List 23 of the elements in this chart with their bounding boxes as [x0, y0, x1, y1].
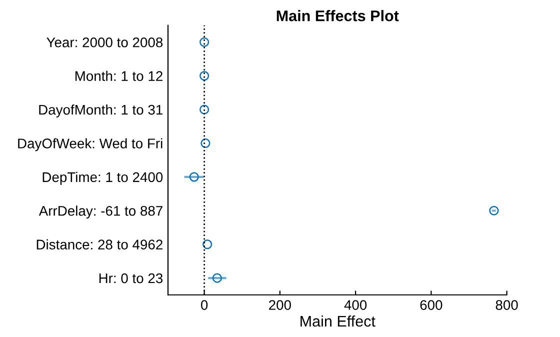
x-tick-label: 800: [496, 300, 518, 310]
point: [189, 172, 199, 182]
point: [200, 71, 210, 81]
point: [212, 273, 222, 283]
y-tick-label: Month: 1 to 12: [75, 70, 162, 81]
x-tick-label: 200: [269, 300, 291, 310]
point: [202, 240, 212, 250]
y-tick-label: DayofMonth: 1 to 31: [39, 104, 162, 118]
point: [489, 206, 499, 216]
x-axis-title: Main Effect: [300, 315, 376, 327]
y-tick-label: DayOfWeek: Wed to Fri: [18, 138, 162, 152]
y-tick-label: Distance: 28 to 4962: [36, 239, 162, 250]
y-tick-label: Hr: 0 to 23: [99, 273, 163, 284]
y-tick-label: ArrDelay: -61 to 887: [38, 206, 162, 219]
y-tick-label: Year: 2000 to 2008: [46, 37, 163, 48]
x-tick-label: 0: [200, 300, 208, 310]
x-tick-label: 400: [344, 300, 367, 310]
point: [200, 104, 210, 114]
point: [200, 37, 210, 47]
y-tick-label: DepTime: 1 to 2400: [42, 172, 163, 185]
point: [200, 138, 210, 148]
chart-title: Main Effects Plot: [276, 10, 399, 22]
x-tick-label: 600: [420, 300, 442, 310]
